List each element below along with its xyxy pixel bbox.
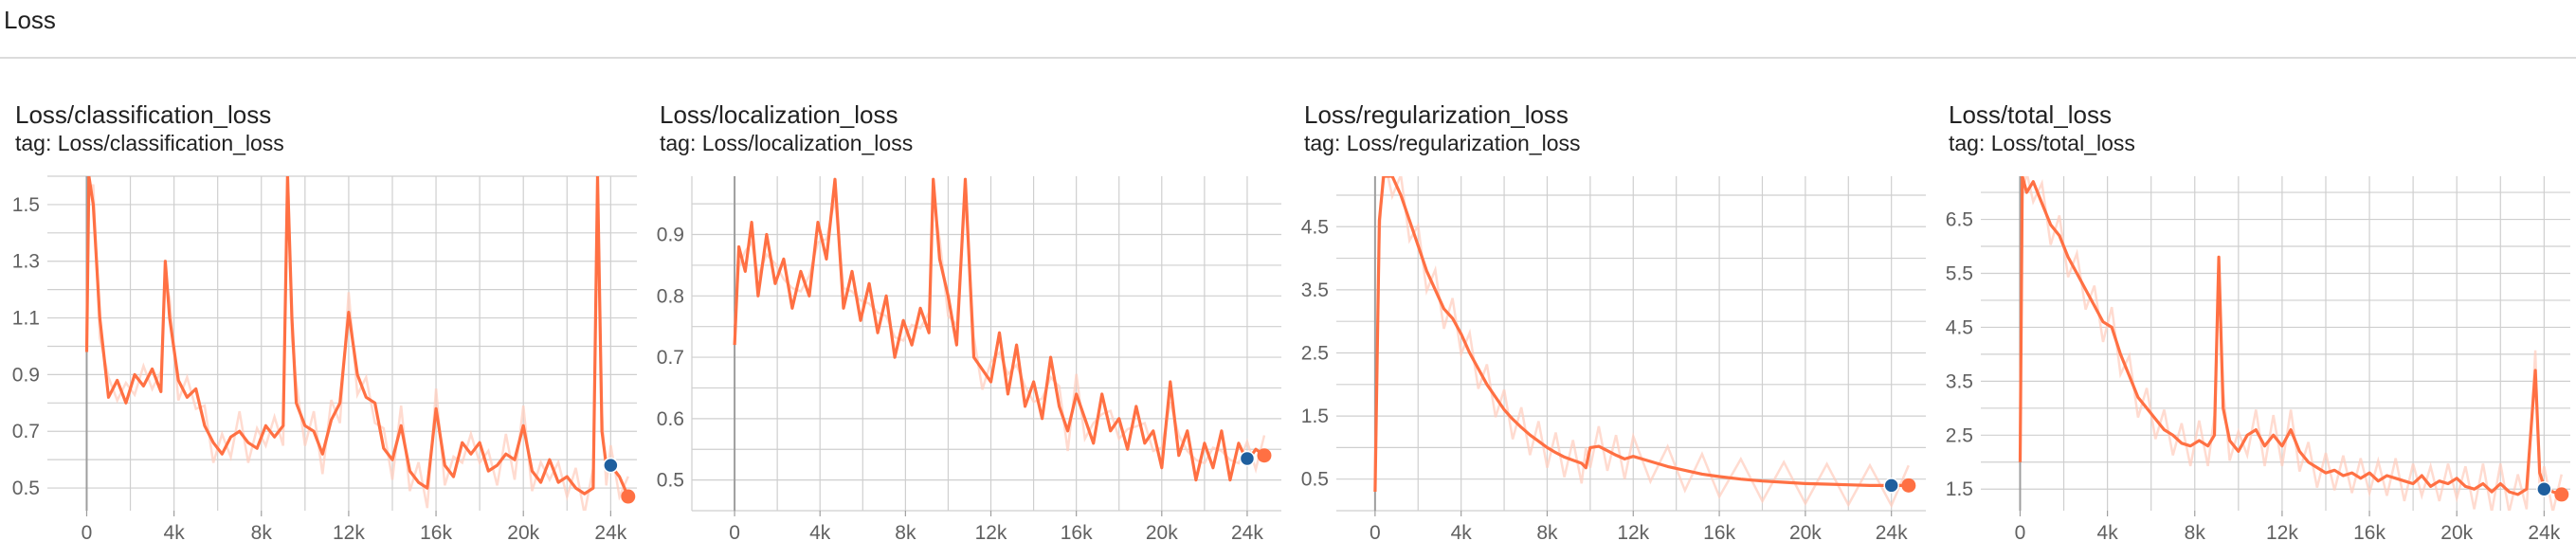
y-tick-label: 5.5: [1946, 262, 1973, 284]
x-tick-label: 0: [2015, 522, 2026, 544]
x-tick-label: 8k: [2185, 522, 2206, 544]
chart-plot-classification-loss[interactable]: 0.5 0.7 0.9 1.1 1.3 1.5 0 4k 8k 12k 16k 20k 24k: [0, 59, 644, 559]
x-tick-label: 20k: [1789, 522, 1822, 544]
chart-tag: tag: Loss/localization_loss: [660, 131, 914, 155]
chart-card-localization-loss: Loss/localization_loss tag: Loss/localiz…: [644, 59, 1289, 559]
y-tick-label: 0.7: [657, 347, 684, 369]
series-smoothed-line: [2018, 176, 2563, 496]
hover-cursor-point: [603, 457, 619, 474]
y-tick-label: 0.9: [12, 364, 40, 386]
chart-card-classification-loss: Loss/classification_loss tag: Loss/class…: [0, 59, 644, 559]
x-tick-label: 20k: [507, 522, 539, 544]
x-tick-label: 12k: [1617, 522, 1649, 544]
series-end-point: [2554, 487, 2569, 502]
x-tick-label: 16k: [1703, 522, 1735, 544]
x-tick-label: 12k: [333, 522, 365, 544]
y-tick-label: 1.5: [12, 194, 40, 216]
x-tick-label: 16k: [2353, 522, 2386, 544]
y-tick-label: 0.8: [657, 285, 684, 307]
x-tick-label: 8k: [1536, 522, 1558, 544]
x-tick-label: 12k: [2266, 522, 2298, 544]
chart-tag: tag: Loss/classification_loss: [15, 131, 284, 155]
x-tick-label: 20k: [1146, 522, 1178, 544]
y-tick-label: 4.5: [1301, 216, 1329, 238]
hover-cursor-point: [2536, 480, 2552, 497]
y-tick-label: 0.5: [657, 470, 684, 492]
series-smoothed-line: [1373, 176, 1909, 493]
chart-plot-localization-loss[interactable]: 0.5 0.6 0.7 0.8 0.9 0 4k 8k 12k 16k 20k 24k: [644, 59, 1289, 559]
x-tick-label: 0: [729, 522, 740, 544]
x-tick-label: 8k: [895, 522, 916, 544]
y-tick-label: 3.5: [1301, 280, 1329, 301]
x-tick-label: 16k: [1061, 522, 1093, 544]
x-tick-label: 4k: [2097, 522, 2119, 544]
y-tick-label: 0.6: [657, 408, 684, 430]
y-tick-label: 0.7: [12, 421, 40, 442]
y-tick-label: 1.1: [12, 308, 40, 330]
chart-title: Loss/localization_loss: [660, 100, 898, 129]
x-tick-label: 24k: [2528, 522, 2560, 544]
chart-plot-total-loss[interactable]: 1.5 2.5 3.5 4.5 5.5 6.5 0 4k 8k 12k 16k 20k 24k: [1933, 59, 2576, 559]
x-tick-label: 0: [1370, 522, 1381, 544]
hover-cursor-point: [1239, 450, 1256, 467]
series-raw-line: [2019, 176, 2564, 511]
y-tick-label: 4.5: [1946, 316, 1973, 338]
y-tick-label: 6.5: [1946, 209, 1973, 231]
chart-title: Loss/total_loss: [1949, 100, 2112, 129]
x-tick-label: 12k: [975, 522, 1007, 544]
chart-card-total-loss: Loss/total_loss tag: Loss/total_loss 1.5…: [1933, 59, 2576, 559]
y-tick-label: 0.9: [657, 225, 684, 246]
y-tick-label: 0.5: [1301, 469, 1329, 491]
y-tick-label: 1.3: [12, 251, 40, 273]
x-tick-label: 8k: [251, 522, 273, 544]
y-tick-label: 2.5: [1946, 424, 1973, 446]
series-end-point: [1257, 448, 1272, 463]
x-tick-label: 24k: [1231, 522, 1263, 544]
x-tick-label: 24k: [1876, 522, 1908, 544]
x-tick-label: 24k: [594, 522, 626, 544]
series-end-point: [621, 489, 636, 504]
x-tick-label: 4k: [809, 522, 831, 544]
x-tick-label: 0: [82, 522, 93, 544]
chart-card-regularization-loss: Loss/regularization_loss tag: Loss/regul…: [1289, 59, 1933, 559]
hover-cursor-point: [1883, 478, 1899, 494]
x-tick-label: 4k: [164, 522, 186, 544]
chart-title: Loss/regularization_loss: [1304, 100, 1569, 129]
x-tick-label: 4k: [1451, 522, 1473, 544]
chart-tag: tag: Loss/regularization_loss: [1304, 131, 1581, 155]
x-tick-label: 20k: [2440, 522, 2473, 544]
y-tick-label: 3.5: [1946, 370, 1973, 392]
y-tick-label: 1.5: [1301, 406, 1329, 427]
y-tick-label: 1.5: [1946, 478, 1973, 500]
series-smoothed-line: [733, 177, 1265, 482]
series-end-point: [1901, 478, 1916, 493]
section-title: Loss: [4, 6, 56, 34]
series-raw-line: [1373, 176, 1910, 509]
section-header[interactable]: Loss: [0, 0, 2576, 59]
x-tick-label: 16k: [420, 522, 452, 544]
chart-title: Loss/classification_loss: [15, 100, 272, 129]
series-smoothed-line: [84, 176, 630, 497]
chart-tag: tag: Loss/total_loss: [1949, 131, 2135, 155]
y-tick-label: 0.5: [12, 478, 40, 499]
y-tick-label: 2.5: [1301, 342, 1329, 364]
chart-plot-regularization-loss[interactable]: 0.5 1.5 2.5 3.5 4.5 0 4k 8k 12k 16k 20k 24k: [1289, 59, 1933, 559]
